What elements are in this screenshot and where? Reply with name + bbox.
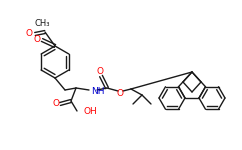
Text: O: O (97, 66, 104, 75)
Text: O: O (53, 99, 60, 108)
Text: O: O (33, 34, 40, 43)
Text: O: O (116, 88, 123, 98)
Text: NH: NH (91, 87, 105, 96)
Text: OH: OH (84, 108, 98, 117)
Text: CH₃: CH₃ (34, 20, 50, 28)
Text: O: O (25, 30, 32, 39)
